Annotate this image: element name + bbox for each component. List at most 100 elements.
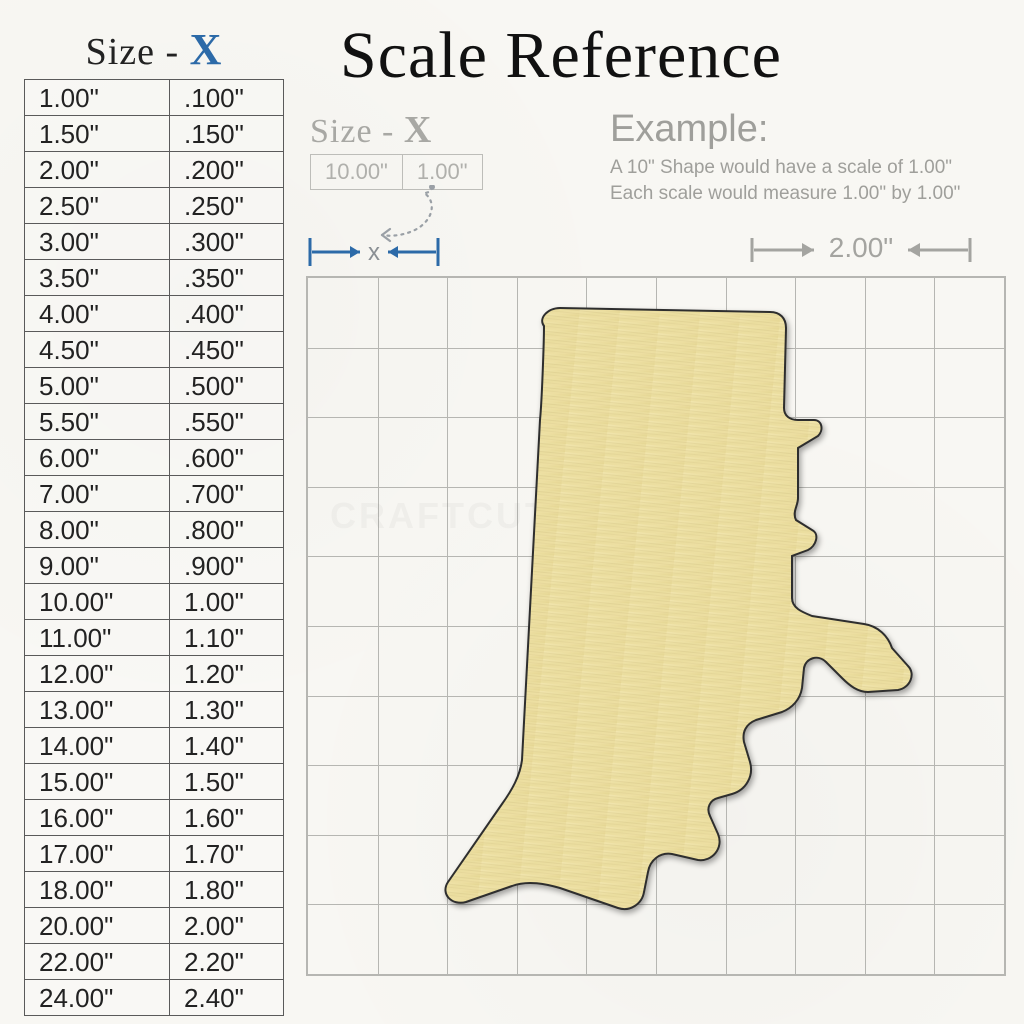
size-cell: 10.00" [25,584,170,620]
scale-cell: .300" [170,224,284,260]
size-table: Size - X 1.00".100"1.50".150"2.00".200"2… [24,24,284,1016]
scale-cell: 2.00" [170,908,284,944]
size-cell: 6.00" [25,440,170,476]
scale-cell: .400" [170,296,284,332]
example-line-2: Each scale would measure 1.00" by 1.00" [610,181,1010,207]
mini-size-prefix: Size - [310,113,404,150]
table-row: 10.00"1.00" [25,584,284,620]
mini-size-label: Size - X [310,108,483,152]
scale-cell: 2.20" [170,944,284,980]
example-block: Example: A 10" Shape would have a scale … [610,108,1010,206]
table-row: 1.50".150" [25,116,284,152]
table-row: 17.00"1.70" [25,836,284,872]
page-title: Scale Reference [340,18,782,94]
scale-cell: .250" [170,188,284,224]
x-indicator-label: x [368,239,380,266]
scale-cell: 2.40" [170,980,284,1016]
scale-cell: 1.70" [170,836,284,872]
size-cell: 5.50" [25,404,170,440]
table-row: 12.00"1.20" [25,656,284,692]
table-row: 7.00".700" [25,476,284,512]
size-table-body: 1.00".100"1.50".150"2.00".200"2.50".250"… [24,79,284,1016]
scale-cell: .700" [170,476,284,512]
scale-cell: .150" [170,116,284,152]
mini-cell-size: 10.00" [311,155,403,190]
table-row: 2.00".200" [25,152,284,188]
size-cell: 18.00" [25,872,170,908]
table-row: 1.00".100" [25,80,284,116]
size-cell: 3.00" [25,224,170,260]
size-cell: 4.00" [25,296,170,332]
table-row: 3.50".350" [25,260,284,296]
scale-cell: .350" [170,260,284,296]
table-row: 3.00".300" [25,224,284,260]
size-cell: 12.00" [25,656,170,692]
reference-grid [306,276,1006,976]
table-row: 18.00"1.80" [25,872,284,908]
table-row: 13.00"1.30" [25,692,284,728]
scale-cell: 1.60" [170,800,284,836]
mini-size-x: X [404,109,432,151]
size-label: Size - [86,31,190,73]
mini-size-table: 10.00" 1.00" [310,154,483,190]
scale-cell: 1.50" [170,764,284,800]
size-cell: 1.50" [25,116,170,152]
table-row: 22.00"2.20" [25,944,284,980]
scale-cell: 1.20" [170,656,284,692]
size-cell: 22.00" [25,944,170,980]
scale-cell: .900" [170,548,284,584]
size-cell: 15.00" [25,764,170,800]
size-cell: 4.50" [25,332,170,368]
size-x-glyph: X [190,25,223,74]
size-cell: 20.00" [25,908,170,944]
size-cell: 9.00" [25,548,170,584]
x-indicator: x [304,232,444,272]
scale-cell: 1.30" [170,692,284,728]
size-cell: 7.00" [25,476,170,512]
size-cell: 14.00" [25,728,170,764]
size-cell: 11.00" [25,620,170,656]
size-cell: 13.00" [25,692,170,728]
table-row: 8.00".800" [25,512,284,548]
size-cell: 17.00" [25,836,170,872]
table-row: 5.00".500" [25,368,284,404]
table-row: 4.50".450" [25,332,284,368]
size-cell: 2.00" [25,152,170,188]
two-inch-label: 2.00" [746,232,976,264]
scale-cell: .200" [170,152,284,188]
size-cell: 1.00" [25,80,170,116]
scale-cell: .600" [170,440,284,476]
scale-cell: .450" [170,332,284,368]
table-row: 14.00"1.40" [25,728,284,764]
size-cell: 8.00" [25,512,170,548]
scale-cell: 1.80" [170,872,284,908]
table-row: 5.50".550" [25,404,284,440]
scale-cell: .500" [170,368,284,404]
table-row: 24.00"2.40" [25,980,284,1016]
table-row: 20.00"2.00" [25,908,284,944]
mini-cell-scale: 1.00" [402,155,482,190]
table-row: 6.00".600" [25,440,284,476]
size-cell: 5.00" [25,368,170,404]
example-line-1: A 10" Shape would have a scale of 1.00" [610,155,1010,181]
size-table-header: Size - X [24,24,284,79]
scale-cell: 1.40" [170,728,284,764]
size-cell: 24.00" [25,980,170,1016]
table-row: 2.50".250" [25,188,284,224]
scale-cell: .100" [170,80,284,116]
table-row: 9.00".900" [25,548,284,584]
scale-cell: .800" [170,512,284,548]
example-header: Example: [610,108,1010,151]
size-cell: 3.50" [25,260,170,296]
table-row: 4.00".400" [25,296,284,332]
scale-cell: 1.00" [170,584,284,620]
size-cell: 16.00" [25,800,170,836]
two-inch-indicator: 2.00" [746,230,976,270]
table-row: 15.00"1.50" [25,764,284,800]
scale-cell: 1.10" [170,620,284,656]
size-cell: 2.50" [25,188,170,224]
mini-size-box: Size - X 10.00" 1.00" [310,108,483,190]
scale-cell: .550" [170,404,284,440]
table-row: 11.00"1.10" [25,620,284,656]
table-row: 16.00"1.60" [25,800,284,836]
